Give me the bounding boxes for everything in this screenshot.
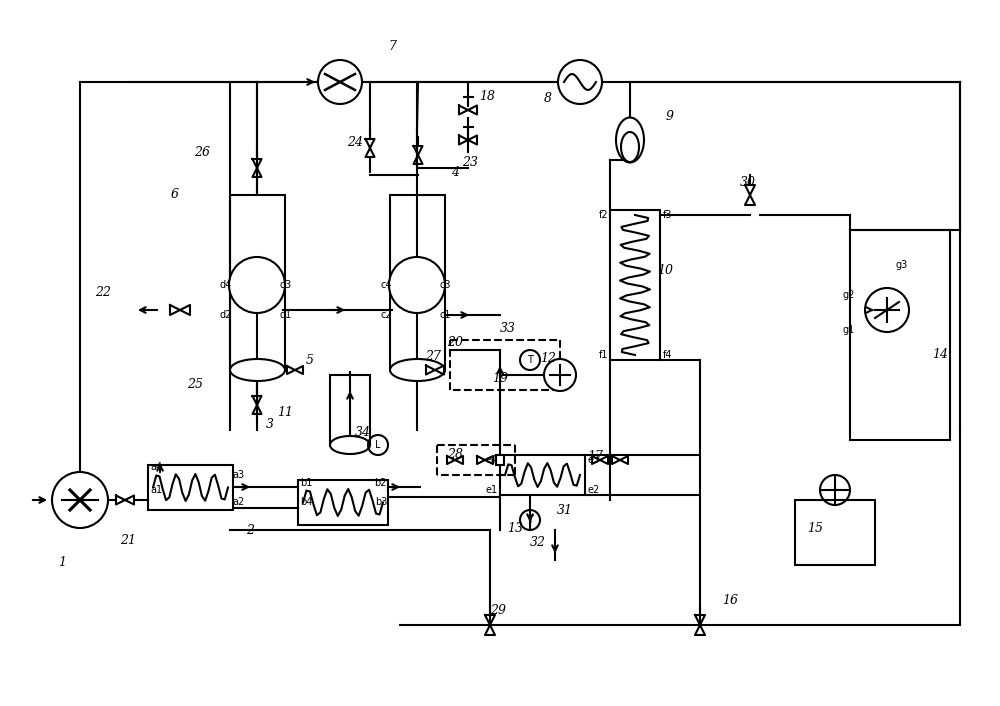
Text: 3: 3 (266, 419, 274, 431)
Ellipse shape (330, 436, 370, 454)
Circle shape (389, 257, 445, 313)
Ellipse shape (616, 117, 644, 162)
Text: 14: 14 (932, 349, 948, 361)
Text: 13: 13 (507, 522, 523, 534)
Text: 32: 32 (530, 535, 546, 549)
Text: a4: a4 (150, 462, 162, 472)
Text: 15: 15 (807, 522, 823, 534)
Bar (610, 210, 660, 360)
Text: 27: 27 (425, 350, 441, 364)
Text: 8: 8 (544, 92, 552, 104)
Text: 18: 18 (479, 90, 495, 104)
Text: b3: b3 (375, 497, 387, 507)
Text: 24: 24 (347, 136, 363, 150)
Text: a1: a1 (150, 485, 162, 495)
Text: 19: 19 (492, 371, 508, 385)
Ellipse shape (230, 359, 285, 381)
Text: 23: 23 (462, 157, 478, 169)
Text: a3: a3 (232, 470, 244, 480)
Circle shape (865, 288, 909, 332)
Ellipse shape (390, 359, 445, 381)
Text: b1: b1 (300, 478, 312, 488)
Bar (496, 455, 504, 465)
Text: L: L (375, 440, 381, 450)
Text: 12: 12 (540, 352, 556, 364)
Text: T: T (527, 515, 533, 525)
Text: 34: 34 (355, 426, 371, 440)
Bar (298, 480, 388, 525)
Bar (795, 500, 875, 565)
Text: d4: d4 (220, 280, 232, 290)
Bar (330, 375, 370, 445)
Text: 5: 5 (306, 354, 314, 366)
Text: c2: c2 (380, 310, 392, 320)
Text: b4: b4 (300, 497, 312, 507)
Text: e1: e1 (486, 485, 498, 495)
Text: 7: 7 (388, 40, 396, 54)
Text: a2: a2 (232, 497, 244, 507)
Circle shape (229, 257, 285, 313)
Text: f4: f4 (663, 350, 672, 360)
Bar (500, 455, 585, 495)
Bar (850, 230, 950, 440)
Text: c1: c1 (440, 310, 452, 320)
Text: 11: 11 (277, 405, 293, 419)
Text: c4: c4 (380, 280, 392, 290)
Text: 6: 6 (171, 189, 179, 201)
Bar (148, 465, 233, 510)
Text: 29: 29 (490, 604, 506, 616)
Text: 21: 21 (120, 534, 136, 546)
Text: f3: f3 (663, 210, 672, 220)
Text: c3: c3 (440, 280, 452, 290)
Text: 25: 25 (187, 378, 203, 392)
Text: 17: 17 (587, 450, 603, 462)
Text: 16: 16 (722, 594, 738, 606)
Ellipse shape (621, 132, 639, 162)
Text: 10: 10 (657, 263, 673, 277)
Text: 31: 31 (557, 503, 573, 517)
Text: f2: f2 (598, 210, 608, 220)
Text: g1: g1 (843, 325, 855, 335)
Circle shape (52, 472, 108, 528)
Text: 9: 9 (666, 111, 674, 124)
Bar (230, 195, 285, 370)
Text: 20: 20 (447, 337, 463, 349)
Text: 30: 30 (740, 176, 756, 189)
Circle shape (544, 359, 576, 391)
Text: g2: g2 (843, 290, 855, 300)
Circle shape (318, 60, 362, 104)
Text: 22: 22 (95, 287, 111, 299)
Text: 4: 4 (451, 165, 459, 179)
Circle shape (558, 60, 602, 104)
Text: b2: b2 (374, 478, 387, 488)
Text: 28: 28 (447, 448, 463, 460)
Text: d2: d2 (220, 310, 232, 320)
Text: e3: e3 (588, 455, 600, 465)
Text: 1: 1 (58, 556, 66, 568)
Text: 2: 2 (246, 524, 254, 537)
Text: e2: e2 (588, 485, 600, 495)
Text: f1: f1 (598, 350, 608, 360)
Text: e4: e4 (486, 455, 498, 465)
Text: g3: g3 (895, 260, 907, 270)
Text: 26: 26 (194, 145, 210, 159)
Text: d3: d3 (280, 280, 292, 290)
Text: 33: 33 (500, 321, 516, 335)
Text: T: T (527, 355, 533, 365)
Bar (390, 195, 445, 370)
Text: d1: d1 (280, 310, 292, 320)
